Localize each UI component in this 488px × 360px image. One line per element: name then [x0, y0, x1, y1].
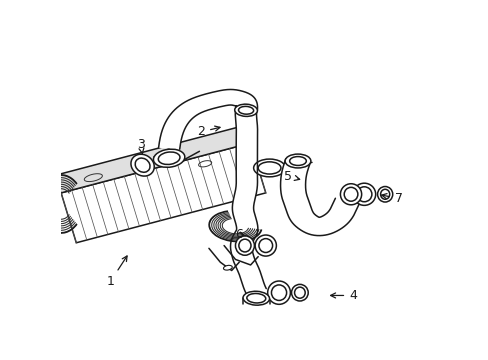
Ellipse shape [238, 107, 253, 114]
Ellipse shape [153, 149, 184, 167]
Ellipse shape [255, 235, 276, 256]
Ellipse shape [344, 187, 357, 201]
Ellipse shape [291, 284, 307, 301]
Ellipse shape [234, 104, 257, 116]
Ellipse shape [158, 152, 180, 165]
Polygon shape [158, 90, 257, 149]
Text: 6: 6 [235, 228, 245, 241]
Text: 3: 3 [137, 138, 144, 154]
Ellipse shape [253, 159, 285, 177]
Ellipse shape [235, 236, 254, 255]
Ellipse shape [259, 239, 272, 252]
Text: 5: 5 [284, 170, 299, 183]
Ellipse shape [243, 291, 269, 305]
Ellipse shape [238, 239, 250, 252]
Ellipse shape [356, 187, 371, 202]
Text: 7: 7 [381, 192, 402, 205]
Ellipse shape [271, 285, 286, 301]
Text: 4: 4 [330, 289, 356, 302]
Ellipse shape [294, 287, 305, 298]
Ellipse shape [223, 265, 232, 270]
Text: 2: 2 [197, 125, 220, 138]
Polygon shape [52, 126, 250, 193]
Polygon shape [280, 159, 358, 235]
Ellipse shape [352, 183, 375, 205]
Ellipse shape [289, 157, 305, 166]
Text: 1: 1 [106, 256, 127, 288]
Polygon shape [61, 143, 265, 243]
Ellipse shape [380, 189, 389, 199]
Ellipse shape [377, 186, 392, 202]
Ellipse shape [340, 184, 361, 205]
Ellipse shape [258, 162, 280, 174]
Polygon shape [230, 111, 265, 294]
Ellipse shape [135, 158, 150, 172]
Ellipse shape [131, 154, 154, 176]
Ellipse shape [285, 154, 310, 168]
Ellipse shape [267, 281, 290, 304]
Ellipse shape [246, 293, 265, 303]
